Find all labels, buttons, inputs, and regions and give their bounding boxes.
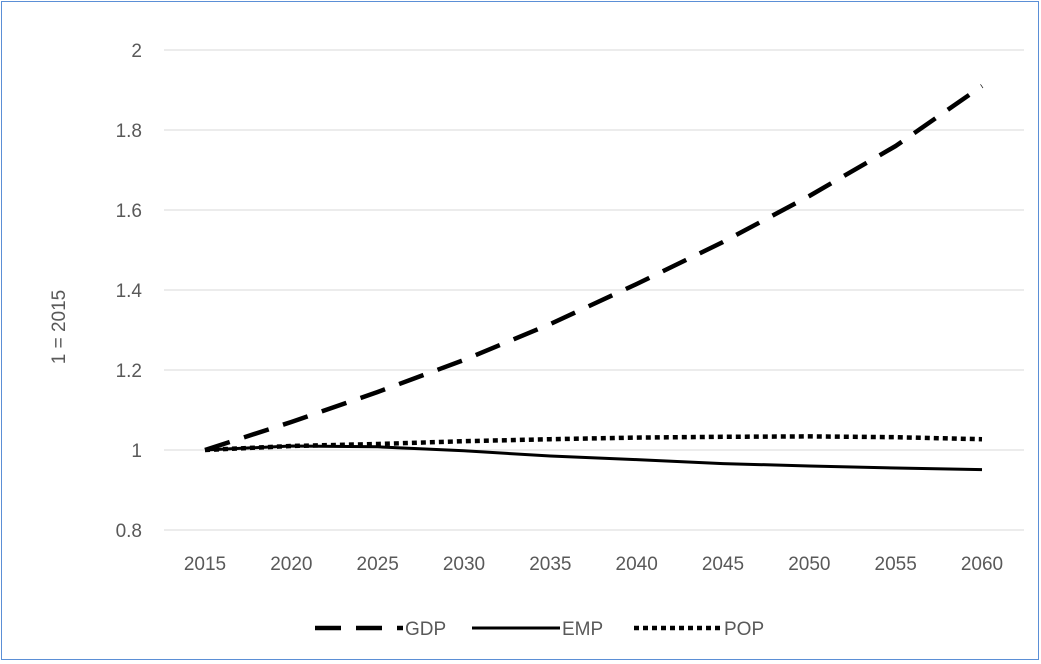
legend-label-emp: EMP: [562, 619, 603, 640]
y-tick-label: 1.8: [116, 121, 142, 142]
y-tick-label: 1: [131, 441, 142, 462]
y-tick-label: 1.4: [116, 281, 143, 302]
y-tick-label: 1.6: [116, 201, 142, 222]
x-tick-label: 2025: [357, 554, 399, 575]
series-line-pop: [205, 436, 982, 450]
y-axis-ticks: 0.8 1 1.2 1.4 1.6 1.8 2: [116, 41, 143, 542]
series-line-gdp: [205, 86, 982, 450]
y-tick-label: 1.2: [116, 361, 142, 382]
y-axis-label: 1 = 2015: [49, 290, 70, 365]
x-tick-label: 2050: [788, 554, 830, 575]
legend: GDP EMP POP: [315, 619, 764, 640]
legend-label-pop: POP: [724, 619, 764, 640]
x-tick-label: 2020: [270, 554, 312, 575]
x-tick-label: 2030: [443, 554, 485, 575]
legend-label-gdp: GDP: [405, 619, 446, 640]
series-lines: [205, 86, 982, 470]
x-tick-label: 2035: [529, 554, 571, 575]
y-tick-label: 0.8: [116, 521, 142, 542]
x-axis-ticks: 2015 2020 2025 2030 2035 2040 2045 2050 2055 2060: [184, 554, 1003, 575]
x-tick-label: 2055: [875, 554, 917, 575]
x-tick-label: 2015: [184, 554, 226, 575]
x-tick-label: 2045: [702, 554, 744, 575]
y-tick-label: 2: [131, 41, 142, 62]
x-tick-label: 2060: [961, 554, 1003, 575]
x-tick-label: 2040: [616, 554, 658, 575]
